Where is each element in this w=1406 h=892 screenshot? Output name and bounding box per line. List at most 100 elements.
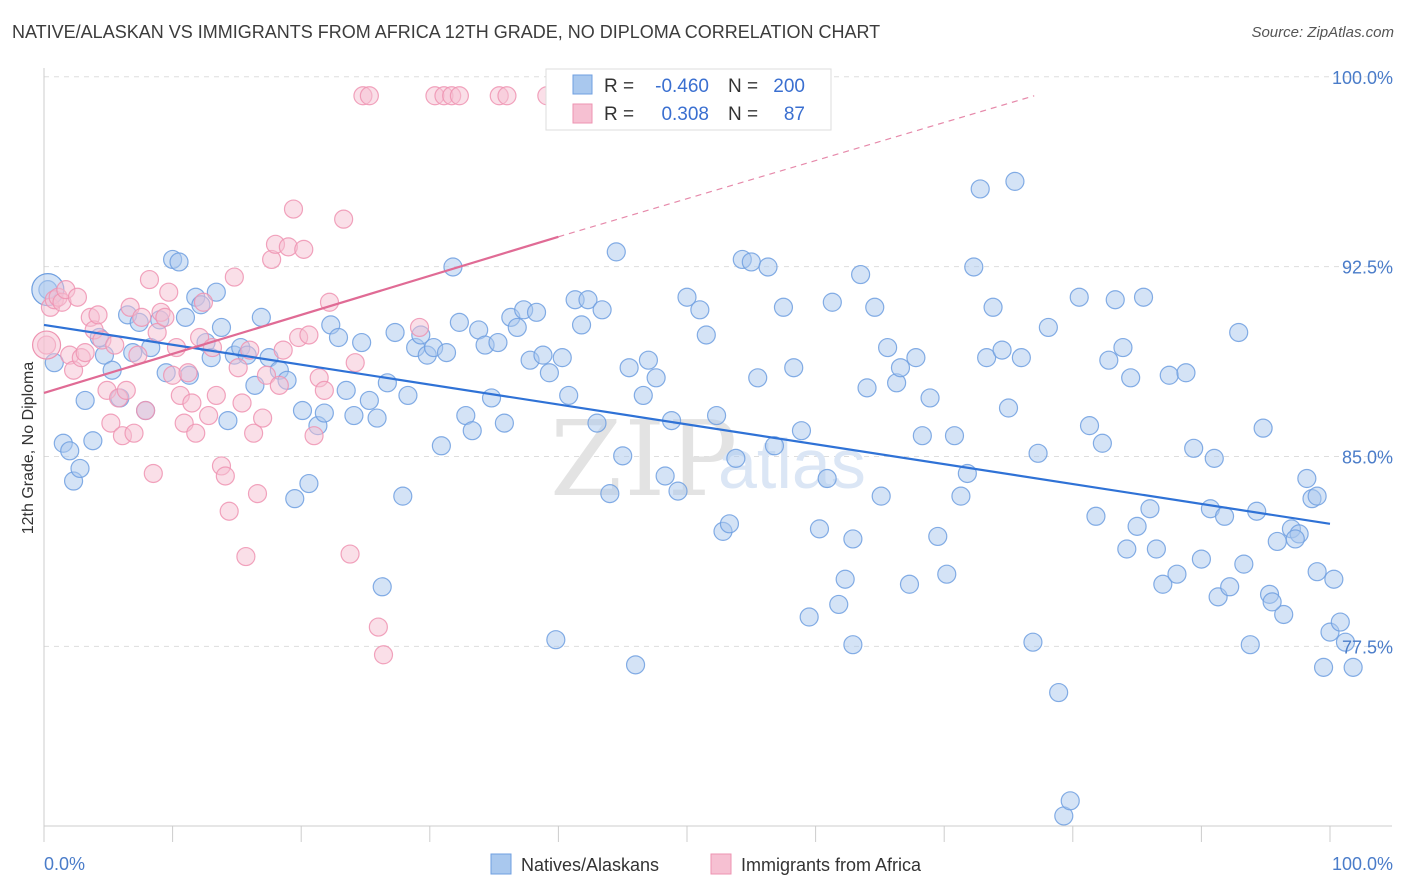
- y-tick-label: 77.5%: [1342, 637, 1393, 657]
- natives-point: [1267, 531, 1287, 552]
- natives-point: [1335, 632, 1356, 652]
- natives-point: [75, 390, 95, 411]
- natives-point: [352, 332, 372, 353]
- natives-point: [1113, 337, 1133, 358]
- natives-point: [1099, 350, 1119, 370]
- natives-point: [1330, 612, 1350, 632]
- africa-point: [155, 307, 175, 327]
- natives-point: [1307, 486, 1327, 506]
- africa-point: [193, 292, 214, 312]
- natives-point: [372, 577, 392, 597]
- natives-point: [578, 290, 598, 310]
- natives-point: [748, 368, 768, 388]
- natives-point: [1146, 539, 1166, 559]
- natives-point: [1191, 549, 1212, 569]
- africa-point: [340, 544, 360, 564]
- trend-lines: [43, 95, 1331, 525]
- africa-point: [247, 484, 268, 504]
- natives-point: [1049, 682, 1069, 703]
- natives-point: [944, 426, 965, 446]
- natives-point: [587, 413, 607, 433]
- natives-point: [625, 655, 646, 675]
- y-tick-label: 92.5%: [1342, 258, 1393, 278]
- natives-point: [1038, 317, 1058, 338]
- natives-point: [385, 322, 405, 343]
- natives-point: [1023, 632, 1043, 652]
- africa-point: [178, 363, 198, 383]
- natives-point: [1343, 657, 1363, 677]
- natives-point: [285, 489, 305, 509]
- stats-n-value-pink: 87: [784, 104, 805, 125]
- africa-point: [497, 86, 517, 106]
- africa-point: [139, 269, 160, 290]
- natives-point: [719, 514, 740, 534]
- africa-point: [294, 239, 314, 259]
- natives-point: [600, 484, 620, 504]
- natives-point: [1133, 287, 1154, 307]
- natives-point: [1011, 348, 1031, 368]
- natives-point: [809, 519, 830, 539]
- chart-title: NATIVE/ALASKAN VS IMMIGRANTS FROM AFRICA…: [12, 22, 881, 42]
- chart-source: Source: ZipAtlas.com: [1251, 24, 1394, 41]
- natives-point: [851, 264, 871, 285]
- africa-point: [116, 380, 136, 400]
- natives-point: [1324, 569, 1344, 589]
- natives-point: [1127, 516, 1147, 536]
- natives-point: [559, 385, 579, 406]
- natives-point: [668, 481, 688, 501]
- natives-point: [970, 179, 990, 199]
- trend-line-africa-extension: [558, 95, 1035, 238]
- natives-point: [977, 348, 997, 368]
- natives-point: [784, 358, 804, 378]
- natives-point: [791, 421, 812, 441]
- natives-point: [764, 436, 785, 456]
- natives-point: [526, 302, 547, 322]
- natives-point: [1105, 290, 1125, 310]
- africa-point-large: [31, 330, 62, 360]
- natives-point: [552, 348, 572, 368]
- natives-point: [677, 287, 697, 307]
- stats-r-label-blue: R =: [604, 76, 634, 97]
- natives-point: [992, 340, 1012, 360]
- natives-point: [488, 332, 508, 353]
- africa-point: [124, 423, 144, 443]
- legend: Natives/Alaskans Immigrants from Africa: [490, 853, 922, 875]
- natives-point: [865, 297, 885, 317]
- africa-point: [373, 645, 394, 665]
- natives-point: [706, 405, 727, 426]
- natives-point: [344, 405, 364, 426]
- natives-point: [367, 408, 387, 428]
- africa-point: [314, 380, 334, 400]
- legend-swatch-africa: [710, 853, 732, 875]
- natives-point: [1184, 438, 1204, 458]
- africa-point: [359, 86, 379, 106]
- natives-point: [843, 635, 863, 655]
- y-tick-label: 100.0%: [1332, 68, 1393, 88]
- stats-swatch-pink: [572, 103, 593, 124]
- africa-point: [240, 340, 260, 360]
- natives-point: [726, 448, 746, 468]
- stats-r-value-blue: -0.460: [655, 76, 709, 97]
- africa-point: [368, 617, 388, 637]
- natives-point: [1285, 529, 1305, 549]
- natives-point: [758, 257, 778, 277]
- natives-point: [998, 398, 1019, 418]
- natives-point: [1060, 791, 1080, 811]
- natives-point: [829, 594, 849, 615]
- natives-point: [359, 390, 379, 411]
- africa-point: [206, 385, 226, 406]
- x-tick-label-max: 100.0%: [1332, 854, 1393, 874]
- natives-point: [890, 358, 911, 378]
- natives-point: [817, 468, 837, 489]
- africa-point: [182, 393, 202, 413]
- natives-point: [539, 363, 559, 383]
- natives-point: [1005, 171, 1025, 191]
- africa-point: [67, 287, 88, 307]
- natives-point: [1176, 363, 1196, 383]
- natives-point: [928, 526, 948, 547]
- natives-point: [507, 317, 527, 338]
- natives-point: [1069, 287, 1089, 307]
- natives-point: [633, 385, 653, 406]
- natives-point: [1240, 635, 1260, 655]
- africa-point: [88, 305, 108, 325]
